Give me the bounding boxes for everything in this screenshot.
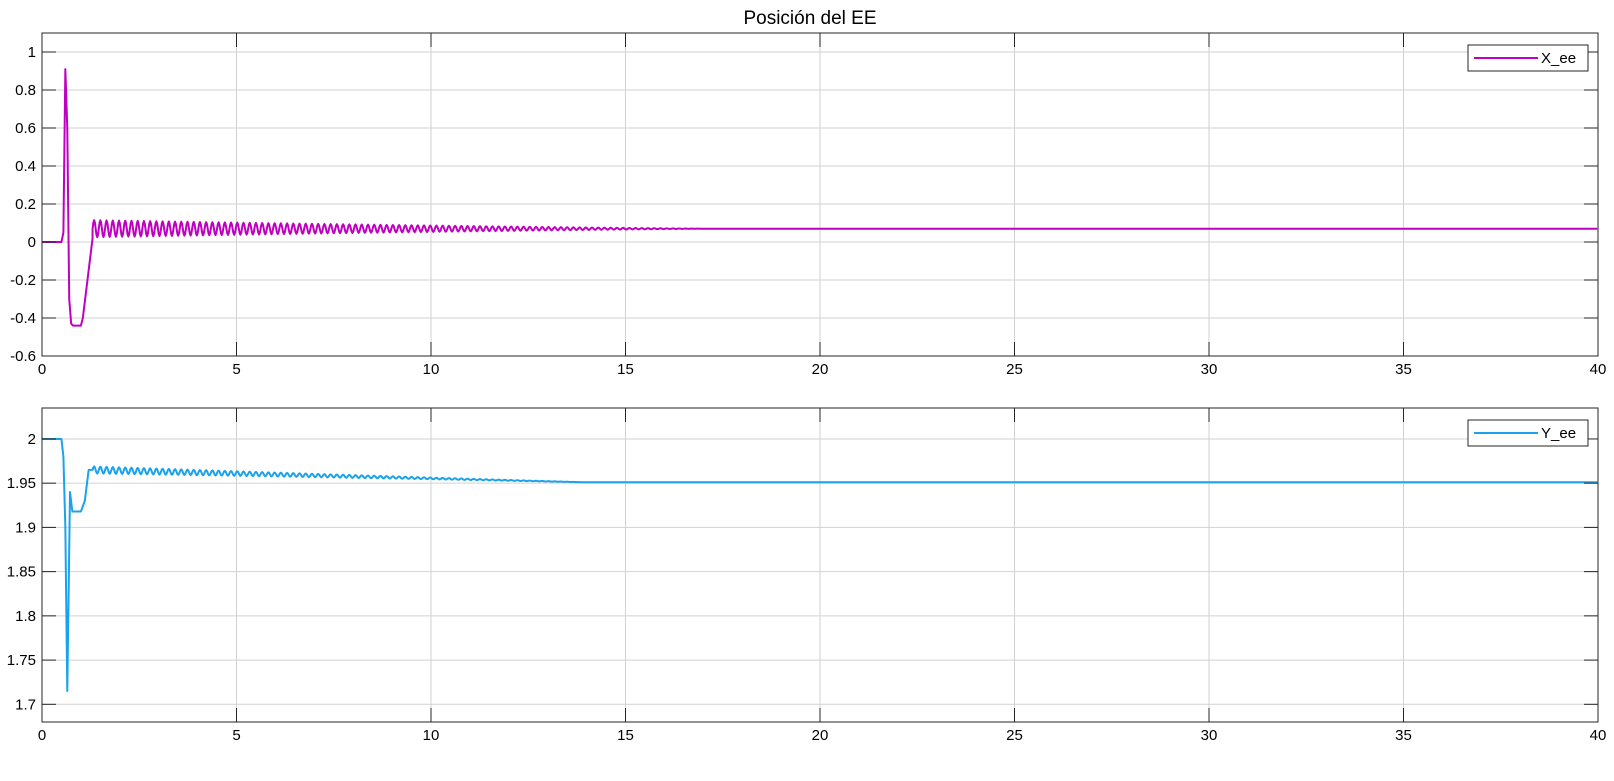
series-line-x_ee	[42, 68, 1598, 327]
x-tick-label-6: 30	[1201, 361, 1218, 378]
plot-y-ee: 0 5 10 15 20 25 30 35 40 1.7 1.75 1.8 1.85 1.9 1.95 2 Y_…	[7, 407, 1607, 744]
y-tick-label-4: 1.9	[15, 519, 36, 536]
legend[interactable]: X_ee	[1467, 44, 1589, 72]
legend-label-y_ee: Y_ee	[1541, 425, 1576, 442]
y-tick-label-8: 1	[28, 44, 36, 61]
x-tick-label-3: 15	[617, 727, 634, 744]
y-tick-label-0: 1.7	[15, 696, 36, 713]
x-tick-label-4: 20	[812, 727, 829, 744]
series-line-y_ee	[42, 437, 1598, 693]
x-tick-label-6: 30	[1201, 727, 1218, 744]
y-tick-label-5: 0.4	[15, 158, 36, 175]
x-tick-label-0: 0	[38, 361, 46, 378]
legend-label-x_ee: X_ee	[1541, 50, 1576, 67]
y-tick-label-2: -0.2	[10, 272, 36, 289]
y-tick-label-2: 1.8	[15, 608, 36, 625]
x-tick-label-8: 40	[1590, 727, 1607, 744]
y-tick-label-4: 0.2	[15, 196, 36, 213]
x-tick-label-2: 10	[423, 727, 440, 744]
x-tick-label-5: 25	[1006, 361, 1023, 378]
y-tick-label-7: 0.8	[15, 82, 36, 99]
y-tick-label-3: 0	[28, 234, 36, 251]
x-tick-label-2: 10	[423, 361, 440, 378]
legend[interactable]: Y_ee	[1467, 419, 1589, 447]
y-tick-label-0: -0.6	[10, 348, 36, 365]
plot-x-ee: 0 5 10 15 20 25 30 35 40 -0.6 -0.4 -0.2 0 0.2 0.4 0.6 0.…	[10, 32, 1607, 378]
y-tick-label-1: -0.4	[10, 310, 36, 327]
x-tick-label-8: 40	[1590, 361, 1607, 378]
y-tick-label-1: 1.75	[7, 652, 36, 669]
y-tick-label-6: 2	[28, 431, 36, 448]
x-tick-label-0: 0	[38, 727, 46, 744]
x-tick-label-1: 5	[232, 727, 240, 744]
y-tick-label-5: 1.95	[7, 475, 36, 492]
x-tick-label-5: 25	[1006, 727, 1023, 744]
y-tick-label-3: 1.85	[7, 564, 36, 581]
x-tick-label-1: 5	[232, 361, 240, 378]
x-tick-label-7: 35	[1395, 361, 1412, 378]
x-tick-label-7: 35	[1395, 727, 1412, 744]
x-tick-label-4: 20	[812, 361, 829, 378]
y-tick-label-6: 0.6	[15, 120, 36, 137]
x-tick-label-3: 15	[617, 361, 634, 378]
chart-title: Posición del EE	[743, 8, 876, 29]
